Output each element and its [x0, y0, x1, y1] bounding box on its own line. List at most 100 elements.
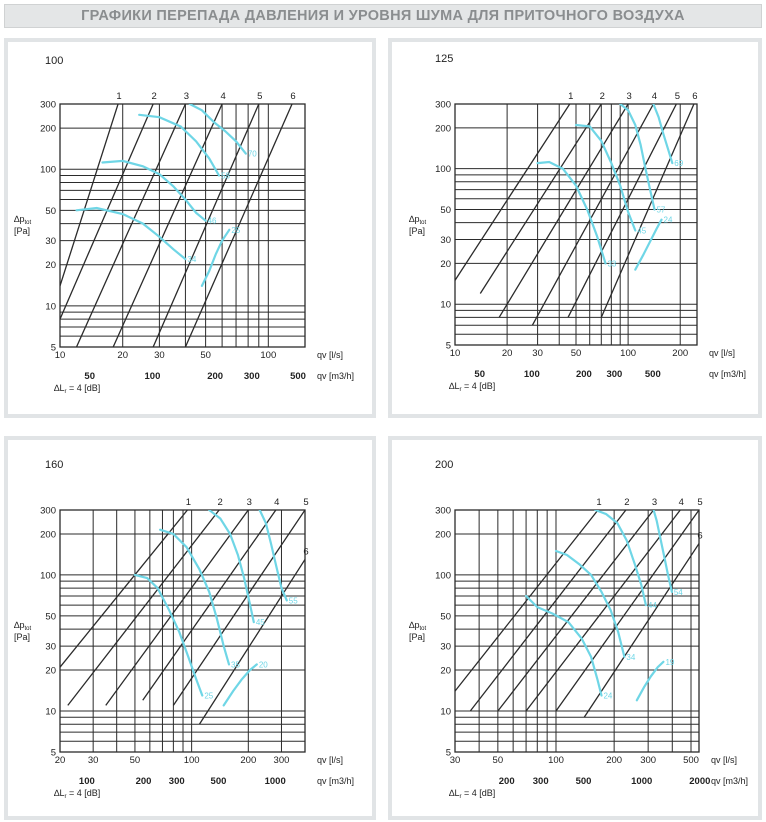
- noise-curve: [222, 663, 258, 707]
- position-line-1: [60, 510, 188, 668]
- y-tick-label: 30: [440, 642, 451, 653]
- position-line-label: 2: [600, 91, 605, 102]
- noise-note: ∆Lr = 4 [dB]: [54, 383, 100, 395]
- position-line-5: [152, 104, 260, 347]
- y-tick-label: 50: [440, 611, 451, 622]
- position-line-label: 4: [274, 497, 279, 508]
- x-axis-label-ls: qv [l/s]: [317, 755, 343, 765]
- x-tick-label-m3h: 1000: [631, 776, 652, 787]
- x-tick-label-ls: 300: [640, 755, 656, 766]
- y-tick-label: 100: [435, 570, 451, 581]
- position-line-1: [60, 104, 119, 287]
- y-tick-label: 5: [51, 343, 56, 354]
- x-tick-label-m3h: 100: [79, 776, 95, 787]
- noise-curve: [525, 594, 603, 697]
- y-tick-label: 10: [440, 707, 451, 718]
- x-tick-label-m3h: 500: [645, 369, 661, 380]
- y-tick-label: 50: [440, 205, 451, 216]
- x-tick-label-m3h: 300: [244, 371, 260, 382]
- noise-curve-label: 24: [603, 692, 612, 701]
- noise-curve: [652, 510, 673, 593]
- noise-curve: [652, 104, 674, 165]
- noise-curve-label: 58: [221, 171, 230, 180]
- x-axis-label-m3h: qv [m3/h]: [709, 369, 746, 379]
- x-axis-label-ls: qv [l/s]: [709, 348, 735, 358]
- noise-curve: [635, 660, 665, 702]
- y-axis-unit: [Pa]: [14, 226, 30, 236]
- plot-frame: [59, 509, 306, 753]
- position-line-2: [60, 104, 154, 320]
- x-tick-label-ls: 10: [55, 350, 66, 361]
- noise-curve: [208, 510, 255, 624]
- y-axis-label: ∆ptot: [409, 214, 427, 226]
- position-line-label: 1: [186, 497, 191, 508]
- noise-curve-label: 35: [231, 660, 240, 669]
- noise-note: ∆Lr = 4 [dB]: [449, 788, 495, 800]
- position-line-label: 2: [152, 91, 157, 102]
- noise-curve: [554, 549, 626, 658]
- position-line-label: 6: [303, 546, 308, 557]
- position-line-5: [567, 104, 677, 318]
- position-line-label: 3: [247, 497, 252, 508]
- y-tick-label: 5: [446, 341, 451, 352]
- y-tick-label: 200: [435, 123, 451, 134]
- x-tick-label-ls: 500: [683, 755, 699, 766]
- x-tick-label-ls: 200: [240, 755, 256, 766]
- x-tick-label-ls: 100: [260, 350, 276, 361]
- position-line-4: [112, 104, 223, 347]
- position-line-label: 2: [217, 497, 222, 508]
- y-axis-unit: [Pa]: [409, 632, 425, 642]
- chart-200: 200 5 10 20 30 50 100 200 300 30 50 100 200 300 500 qv …: [409, 459, 748, 800]
- chart-panel-125: [388, 38, 762, 418]
- y-tick-label: 10: [45, 707, 56, 718]
- position-line-label: 6: [697, 531, 702, 542]
- position-line-label: 3: [184, 91, 189, 102]
- y-tick-label: 50: [45, 611, 56, 622]
- position-line-label: 1: [116, 91, 121, 102]
- y-tick-label: 20: [45, 260, 56, 271]
- position-line-6: [600, 104, 695, 318]
- x-tick-label-m3h: 100: [524, 369, 540, 380]
- x-tick-label-m3h: 200: [576, 369, 592, 380]
- y-tick-label: 200: [40, 529, 56, 540]
- x-tick-label-ls: 30: [450, 755, 461, 766]
- x-tick-label-ls: 100: [548, 755, 564, 766]
- y-tick-label: 5: [446, 748, 451, 759]
- noise-curve: [133, 573, 204, 697]
- chart-title: 125: [435, 53, 453, 65]
- y-tick-label: 300: [40, 506, 56, 517]
- position-line-label: 5: [697, 497, 702, 508]
- position-line-3: [75, 104, 187, 347]
- y-axis-label: ∆ptot: [14, 620, 32, 632]
- x-tick-label-ls: 50: [571, 348, 582, 359]
- x-tick-label-ls: 50: [493, 755, 504, 766]
- position-line-5: [555, 510, 699, 712]
- x-tick-label-m3h: 500: [576, 776, 592, 787]
- noise-curve-label: 19: [665, 658, 674, 667]
- position-line-label: 2: [624, 497, 629, 508]
- position-line-label: 4: [679, 497, 684, 508]
- x-tick-label-m3h: 300: [606, 369, 622, 380]
- position-line-label: 1: [568, 91, 573, 102]
- y-tick-label: 100: [435, 164, 451, 175]
- x-axis-label-m3h: qv [m3/h]: [711, 776, 748, 786]
- x-tick-label-m3h: 50: [84, 371, 95, 382]
- plot-frame: [454, 103, 698, 346]
- position-line-3: [498, 104, 629, 318]
- y-tick-label: 10: [45, 301, 56, 312]
- chart-panel-200: [388, 436, 762, 820]
- noise-curve-label: 34: [626, 653, 635, 662]
- chart-title: 160: [45, 459, 63, 471]
- noise-curve: [188, 104, 247, 155]
- x-tick-label-m3h: 1000: [265, 776, 286, 787]
- noise-curve: [536, 160, 607, 265]
- position-line-2: [67, 510, 220, 706]
- noise-curve: [200, 228, 231, 287]
- x-tick-label-ls: 100: [620, 348, 636, 359]
- y-tick-label: 300: [435, 506, 451, 517]
- position-line-label: 3: [652, 497, 657, 508]
- y-tick-label: 20: [440, 259, 451, 270]
- noise-curve-label: 44: [648, 601, 657, 610]
- plot-frame: [454, 509, 700, 753]
